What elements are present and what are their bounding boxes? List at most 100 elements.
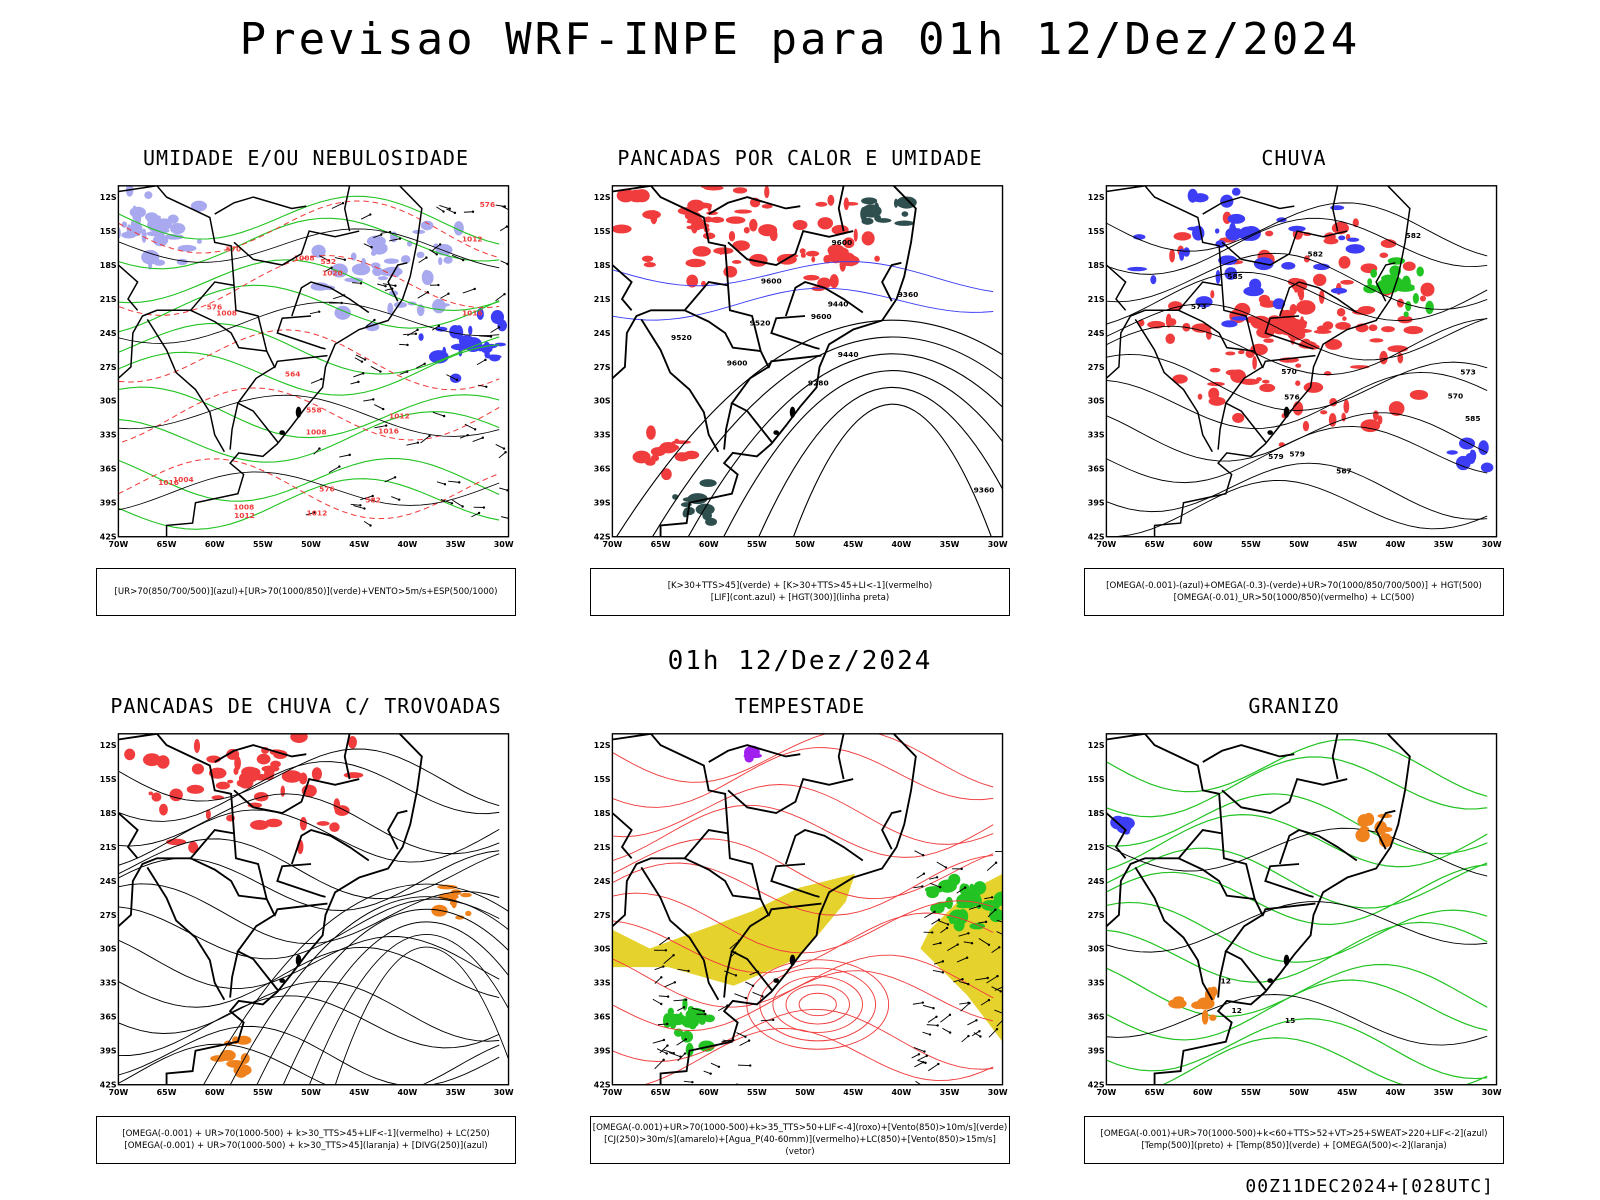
border-line xyxy=(1134,318,1213,453)
contour-label: 570 xyxy=(226,245,242,254)
contour-label: 1008 xyxy=(306,428,327,437)
border-line xyxy=(273,354,328,369)
wind-vector xyxy=(673,998,688,1002)
green-contour xyxy=(118,344,500,396)
rain-area xyxy=(1187,188,1198,203)
border-line xyxy=(837,733,845,780)
wind-vector xyxy=(703,1070,712,1075)
wind-vector xyxy=(931,918,941,925)
wind-arrow xyxy=(381,230,392,234)
contour-label: 9600 xyxy=(727,359,748,368)
wind-area xyxy=(681,1015,696,1028)
wind-vector xyxy=(940,1013,952,1023)
lat-tick-label: 24S xyxy=(100,877,117,886)
storm-area xyxy=(169,788,183,802)
humidity-area xyxy=(125,185,134,197)
contour-label: 9520 xyxy=(750,319,771,328)
lat-tick-label: 39S xyxy=(100,499,117,508)
panel-title: UMIDADE E/OU NEBULOSIDADE xyxy=(142,146,470,170)
wind-vector xyxy=(659,1044,669,1054)
water-contour xyxy=(612,892,994,954)
wind-arrow xyxy=(363,398,375,402)
lat-tick-label: 30S xyxy=(1088,397,1105,406)
rain-area xyxy=(1405,300,1412,312)
rain-area xyxy=(1265,230,1274,237)
rain-area xyxy=(1187,226,1202,231)
rain-area xyxy=(1340,279,1354,285)
wind-arrow xyxy=(365,318,376,328)
contour-label: 1012 xyxy=(389,411,410,420)
streamline xyxy=(118,946,500,1008)
water-contour xyxy=(798,992,837,1017)
lat-tick-label: 27S xyxy=(100,911,117,920)
wind-vector xyxy=(658,936,670,946)
convection-area xyxy=(692,246,711,257)
convection-area xyxy=(743,226,750,234)
border-line xyxy=(1375,262,1396,302)
wind-arrow xyxy=(436,481,447,486)
lat-tick-label: 21S xyxy=(100,843,117,852)
rain-area xyxy=(1259,300,1277,308)
border-line xyxy=(770,315,820,350)
rain-area xyxy=(1338,255,1351,269)
wind-vector xyxy=(663,954,675,964)
storm-area xyxy=(348,735,357,749)
humidity-area xyxy=(156,218,173,230)
omega-area xyxy=(1209,1014,1217,1021)
storm-area xyxy=(437,884,458,890)
green-contour xyxy=(118,386,500,439)
convection-area xyxy=(861,231,875,246)
rain-area xyxy=(1316,325,1329,332)
rain-area xyxy=(1261,379,1270,384)
wind-area xyxy=(662,1013,672,1028)
map-background xyxy=(1106,185,1497,537)
map-frame xyxy=(117,733,510,1086)
map-pancadas-calor: 9600 9600 9600 9520 9440 9360 9280 9360 9440 9520… xyxy=(594,185,1008,549)
lon-tick-label: 70W xyxy=(603,540,623,549)
rain-area xyxy=(1292,401,1304,416)
temp850-contour xyxy=(1106,756,1488,818)
wind-arrow xyxy=(328,465,341,474)
streamline xyxy=(309,934,509,1085)
wind-arrow xyxy=(448,480,461,484)
wind-vector xyxy=(923,931,934,934)
wind-arrow xyxy=(352,282,363,285)
lat-tick-label: 15S xyxy=(100,775,117,784)
wind-arrow xyxy=(363,243,373,249)
border-line xyxy=(612,185,774,444)
rain-area xyxy=(1263,338,1274,343)
convection-area xyxy=(612,224,632,234)
wind-area xyxy=(698,1017,706,1025)
lat-tick-label: 30S xyxy=(594,945,611,954)
rain-area xyxy=(1298,340,1317,349)
rain-area xyxy=(1281,261,1296,270)
wind-arrow xyxy=(363,520,372,527)
rain-area xyxy=(1320,410,1328,415)
streamline xyxy=(118,761,500,822)
lif-contour xyxy=(612,287,994,321)
legend-line: [OMEGA(-0.001)+UR>70(1000-500)+k>35_TTS>… xyxy=(592,1123,1008,1133)
contour-label: 1008 xyxy=(216,309,237,318)
lat-tick-label: 27S xyxy=(1088,363,1105,372)
wind-vector xyxy=(987,908,997,918)
lagoon xyxy=(1267,978,1273,983)
storm-area xyxy=(311,767,322,781)
temp850-contour xyxy=(1106,901,1488,963)
wind-vector xyxy=(940,926,949,934)
convection-area xyxy=(725,216,746,224)
lon-tick-label: 50W xyxy=(1289,540,1309,549)
rain-area xyxy=(1250,315,1271,330)
rain-area xyxy=(1480,462,1494,473)
lat-tick-label: 15S xyxy=(100,227,117,236)
height-contour xyxy=(1106,425,1488,484)
lon-tick-label: 50W xyxy=(301,1088,321,1097)
lon-tick-label: 70W xyxy=(1097,1088,1117,1097)
wind-arrow xyxy=(360,213,372,220)
lon-tick-label: 45W xyxy=(1337,540,1357,549)
storm-area xyxy=(343,772,364,779)
rain-area xyxy=(1377,415,1383,425)
rain-area xyxy=(1225,351,1236,356)
rain-area xyxy=(1215,269,1221,284)
lon-tick-label: 50W xyxy=(795,540,815,549)
